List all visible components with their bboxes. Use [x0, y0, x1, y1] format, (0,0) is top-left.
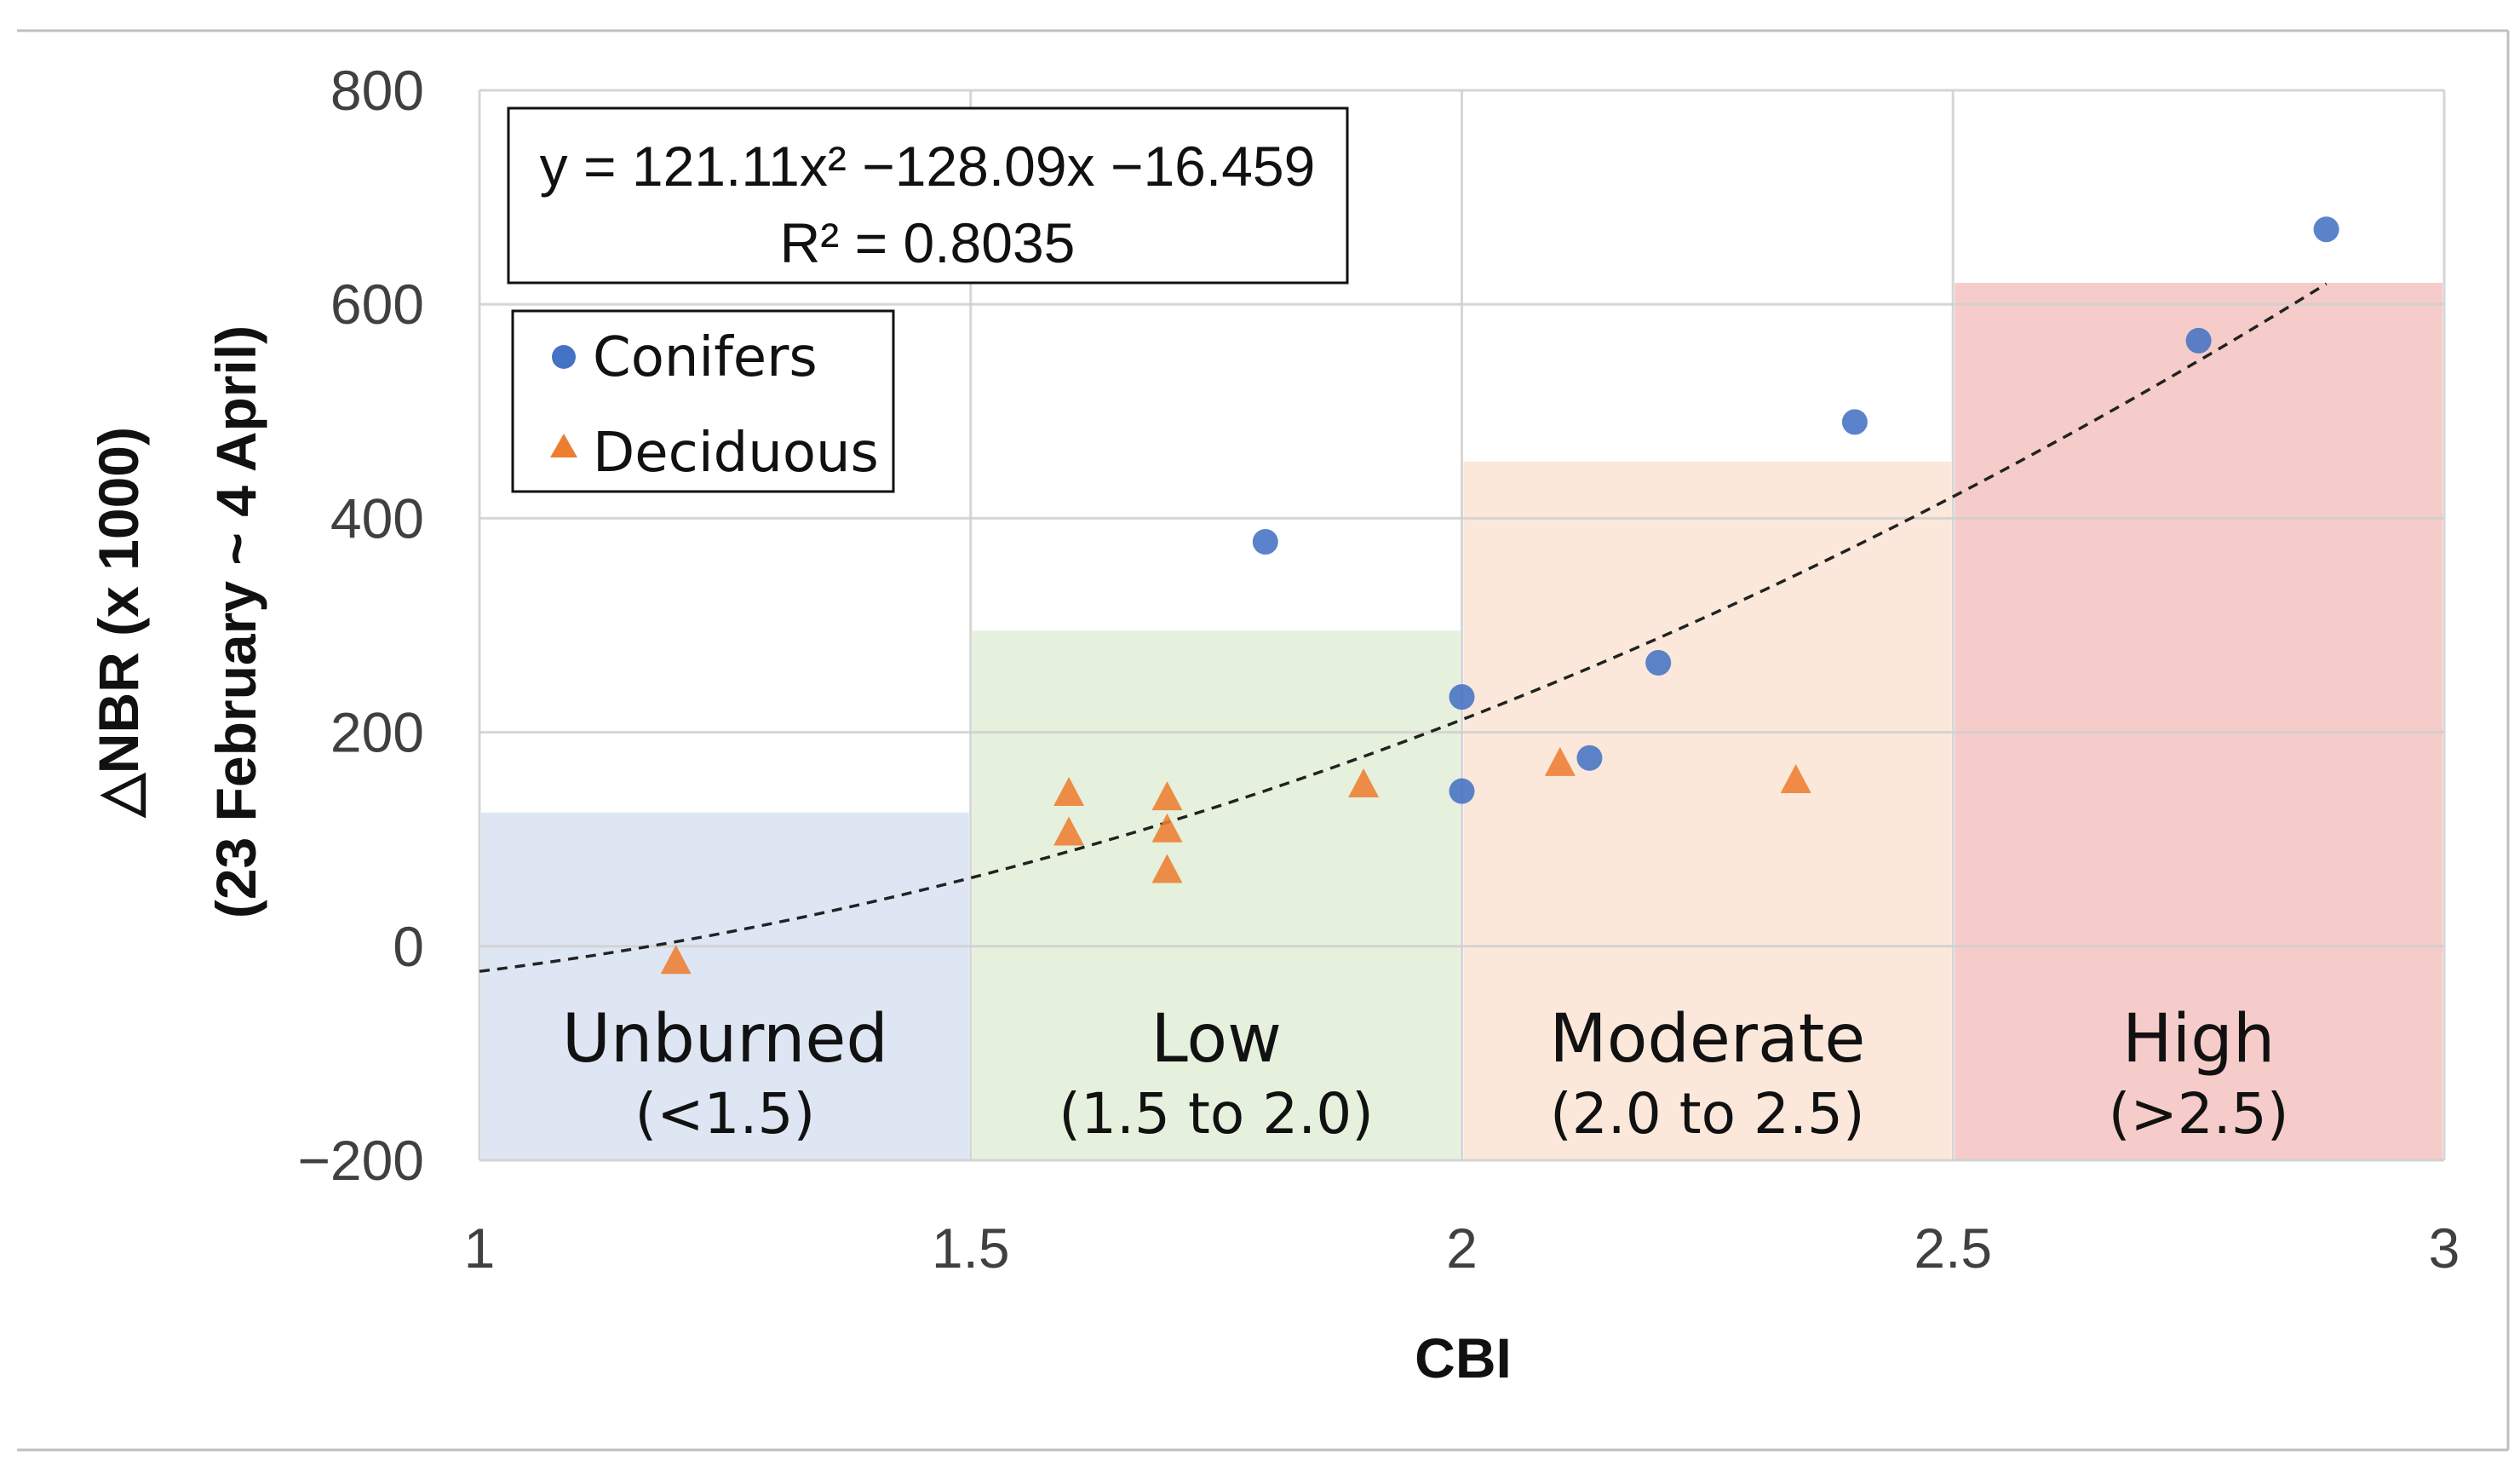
deciduous-point: [1151, 781, 1183, 811]
equation-box: y = 121.11x² −128.09x −16.459 R² = 0.803…: [507, 106, 1349, 285]
trendline-layer: [479, 282, 2328, 973]
y-tick-label: 200: [330, 701, 424, 764]
conifers-point: [2185, 327, 2212, 354]
severity-bands: [481, 283, 2443, 1161]
legend-border: [511, 309, 895, 493]
deciduous-point: [1544, 746, 1576, 776]
band-label-unburned: Unburned: [562, 1001, 888, 1078]
band-moderate: [1463, 461, 1952, 1160]
y-tick-label: −200: [297, 1129, 424, 1192]
trendline-curve: [479, 282, 2328, 973]
x-tick-label: 1: [464, 1217, 496, 1280]
x-tick-label: 2: [1446, 1217, 1478, 1280]
legend-conifers-label: Conifers: [593, 326, 818, 389]
band-range-moderate: (2.0 to 2.5): [1550, 1081, 1865, 1147]
y-tick-label: 800: [330, 59, 424, 122]
band-unburned: [481, 812, 969, 1160]
trendline-equation: y = 121.11x² −128.09x −16.459: [540, 135, 1316, 198]
equation-box-border: [507, 106, 1349, 285]
band-label-low: Low: [1151, 1001, 1282, 1078]
y-axis-subtitle: (23 February ~ 4 April): [204, 325, 267, 918]
band-labels: Unburned(<1.5) Low(1.5 to 2.0) Moderate(2.…: [562, 1001, 2289, 1147]
conifers-point: [1841, 409, 1868, 435]
conifers-point: [2313, 216, 2339, 243]
y-axis-title: △NBR (x 1000): [87, 427, 150, 819]
x-tick-label: 3: [2429, 1217, 2460, 1280]
x-axis-title: CBI: [1415, 1326, 1512, 1389]
deciduous-point: [1053, 777, 1085, 807]
band-high: [1955, 283, 2443, 1161]
conifers-point: [1645, 649, 1672, 676]
band-range-unburned: (<1.5): [634, 1081, 815, 1147]
deciduous-point: [1053, 816, 1085, 846]
deciduous-point: [1151, 854, 1183, 883]
band-range-low: (1.5 to 2.0): [1059, 1081, 1374, 1147]
x-tick-label: 1.5: [932, 1217, 1010, 1280]
legend: Conifers Deciduous: [511, 309, 895, 493]
y-tick-label: 600: [330, 273, 424, 336]
conifers-point: [1449, 778, 1475, 804]
band-range-high: (>2.5): [2109, 1081, 2289, 1147]
legend-conifers-marker: [552, 345, 576, 369]
axes: −200 0 200 400 600 800 1 1.5 2 2.5 3: [297, 59, 2460, 1280]
y-tick-label: 0: [393, 915, 424, 978]
legend-deciduous-marker: [550, 434, 577, 457]
deciduous-point: [1348, 768, 1380, 797]
x-tick-label: 2.5: [1914, 1217, 1992, 1280]
data-points: [660, 216, 2339, 975]
deciduous-point: [1780, 763, 1811, 793]
band-label-moderate: Moderate: [1549, 1001, 1865, 1078]
y-tick-label: 400: [330, 486, 424, 549]
band-label-high: High: [2122, 1001, 2275, 1078]
deciduous-point: [1151, 813, 1183, 843]
legend-deciduous-label: Deciduous: [593, 422, 879, 485]
trendline-r2: R² = 0.8035: [780, 211, 1076, 274]
conifers-point: [1252, 529, 1278, 555]
deciduous-point: [660, 945, 692, 975]
conifers-point: [1449, 684, 1475, 710]
band-low: [972, 630, 1461, 1160]
gridlines: [478, 89, 2446, 1162]
conifers-point: [1576, 745, 1603, 771]
